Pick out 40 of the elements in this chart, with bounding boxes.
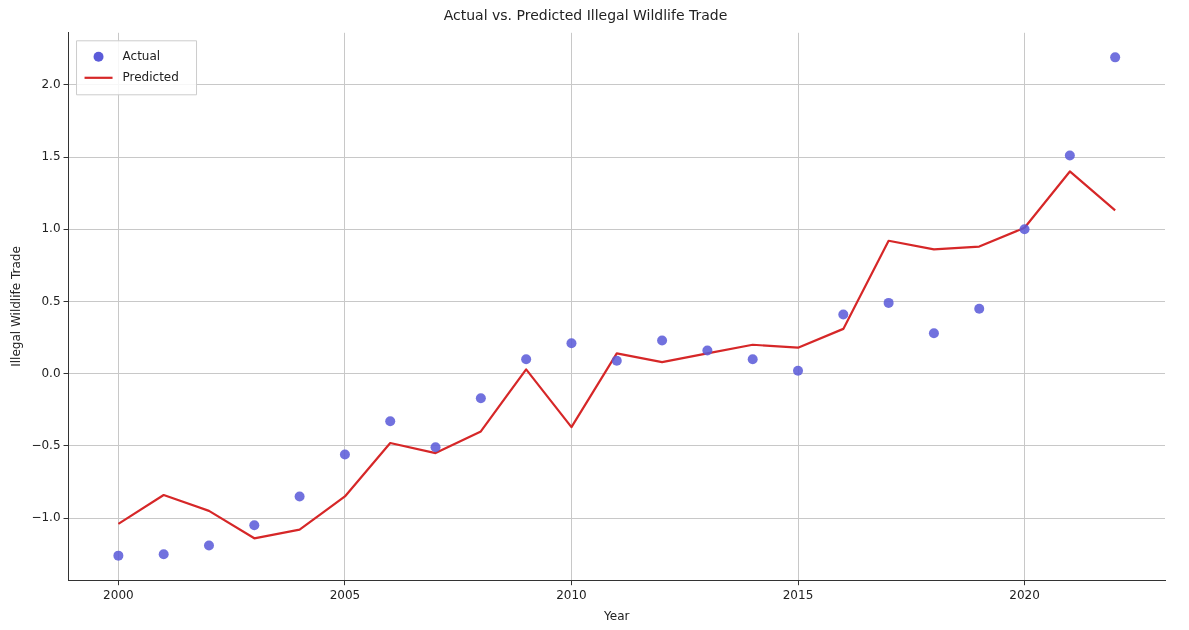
point: [747, 354, 758, 365]
y-tick-label: 0.5: [41, 293, 61, 308]
point: [1064, 150, 1075, 161]
point: [611, 355, 622, 366]
point: [657, 335, 668, 346]
point: [928, 328, 939, 339]
y-tick-label: −1.0: [31, 510, 61, 525]
x-tick-label: 2005: [329, 587, 361, 602]
point: [430, 442, 441, 453]
point: [521, 354, 532, 365]
y-tick-label: −0.5: [31, 438, 61, 452]
point: [702, 345, 713, 356]
point: [203, 540, 214, 551]
x-axis-title: Year: [603, 608, 630, 623]
point: [113, 550, 124, 561]
y-tick-label: 1.0: [41, 221, 61, 236]
chart-title: Actual vs. Predicted Illegal Wildlife Trade: [443, 7, 728, 24]
point: [566, 338, 577, 349]
x-tick-label: 2020: [1009, 587, 1040, 602]
point: [475, 393, 486, 404]
y-tick-label: 2.0: [41, 76, 61, 91]
point: [294, 491, 305, 502]
point: [974, 303, 985, 314]
y-axis-title: Illegal Wildlife Trade: [9, 246, 24, 367]
y-tick-label: 1.5: [41, 149, 61, 164]
point: [158, 549, 169, 560]
x-tick-label: 2015: [782, 587, 814, 602]
point: [385, 416, 396, 427]
legend-label: Actual: [122, 48, 161, 63]
point: [249, 520, 260, 531]
x-tick-label: 2010: [556, 587, 587, 602]
point: [883, 297, 894, 308]
legend-label: Predicted: [122, 69, 179, 84]
point: [339, 449, 350, 460]
x-tick-label: 2000: [103, 587, 134, 602]
y-tick-label: 0.0: [41, 365, 61, 380]
point: [1110, 52, 1121, 63]
point: [1019, 224, 1030, 235]
point: [838, 309, 849, 320]
point: [793, 365, 803, 376]
